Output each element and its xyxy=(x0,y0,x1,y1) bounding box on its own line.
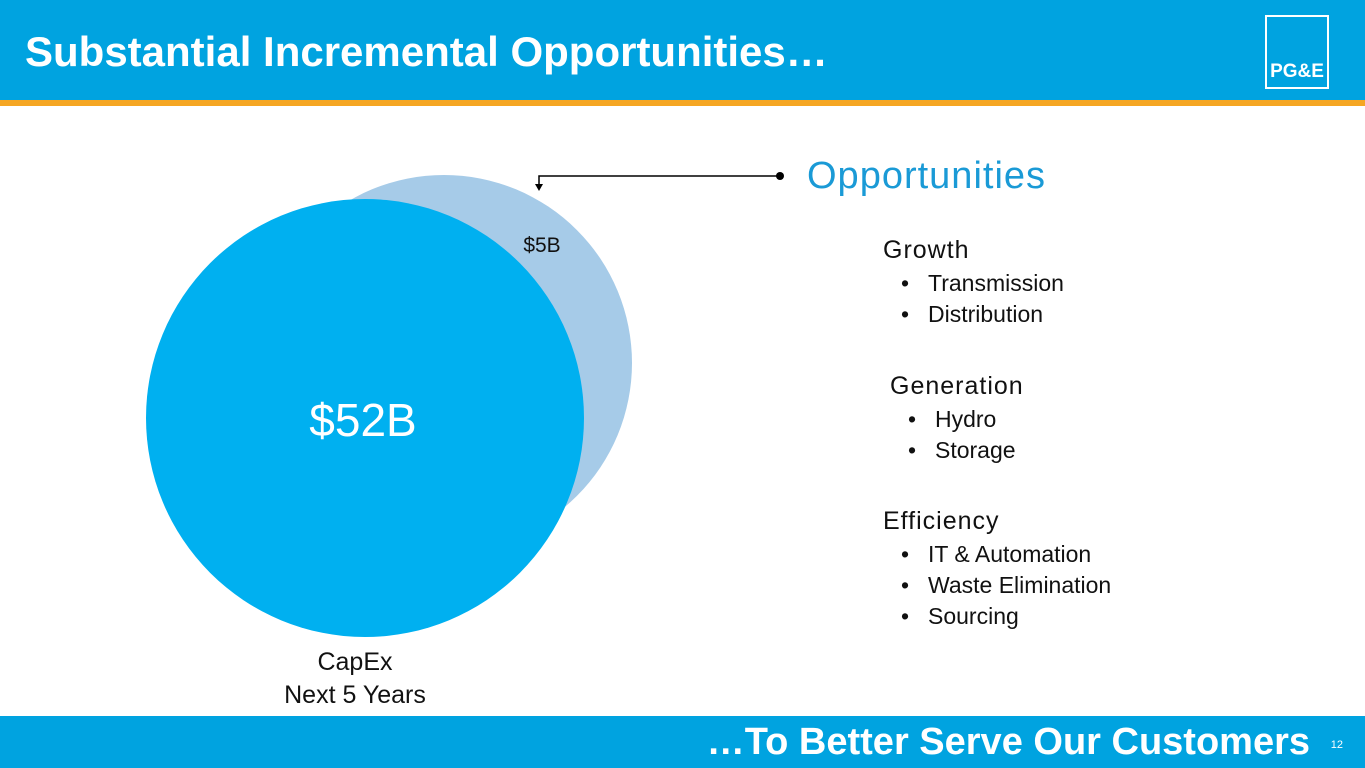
group-item: Hydro xyxy=(935,406,997,432)
group-item: Distribution xyxy=(928,301,1044,327)
connector-dot xyxy=(776,172,784,180)
bullet: • xyxy=(901,301,910,327)
extra-label: $5B xyxy=(523,234,560,257)
bullet: • xyxy=(901,603,910,629)
header-rule xyxy=(0,100,1365,106)
page-number: 12 xyxy=(1330,739,1343,751)
opportunities-title: Opportunities xyxy=(807,155,1047,197)
tagline: …To Better Serve Our Customers xyxy=(706,721,1310,763)
bullet: • xyxy=(908,406,917,432)
logo: PG&E xyxy=(1265,15,1329,89)
caption: Next 5 Years xyxy=(284,681,426,709)
caption: CapEx xyxy=(317,648,393,676)
group-item: Transmission xyxy=(928,270,1064,296)
slide-title: Substantial Incremental Opportunities… xyxy=(25,28,828,75)
connector xyxy=(538,175,780,186)
group-item: Sourcing xyxy=(928,603,1019,629)
bullet: • xyxy=(908,437,917,463)
group-item: Storage xyxy=(935,437,1016,463)
group-item: IT & Automation xyxy=(928,541,1092,567)
bullet: • xyxy=(901,270,910,296)
bullet: • xyxy=(901,541,910,567)
group-heading: Growth xyxy=(883,236,970,264)
group-heading: Generation xyxy=(890,372,1024,400)
bullet: • xyxy=(901,572,910,598)
main-label: $52B xyxy=(309,394,416,446)
group-item: Waste Elimination xyxy=(928,572,1112,598)
group-heading: Efficiency xyxy=(883,507,1000,535)
arrow-head xyxy=(535,184,543,191)
main-circle xyxy=(146,199,584,637)
header-band xyxy=(0,0,1365,100)
footer-band xyxy=(0,716,1365,768)
